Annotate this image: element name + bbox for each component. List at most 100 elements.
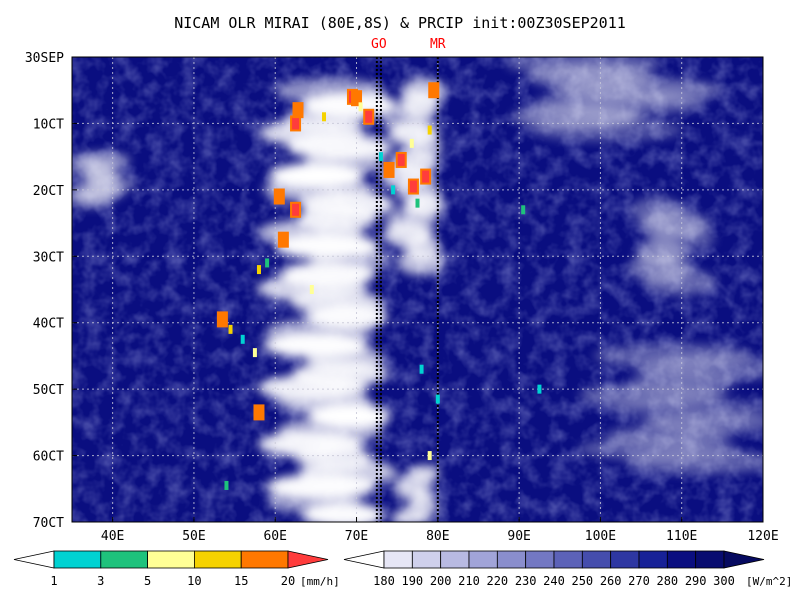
plot-frame bbox=[71, 56, 764, 523]
precip-cell-29 bbox=[419, 364, 424, 374]
olr-legend-box-4 bbox=[468, 550, 498, 569]
precip-cell-22 bbox=[218, 313, 226, 326]
olr-legend-label-12: 300 bbox=[713, 574, 735, 588]
precip-cell-16 bbox=[391, 185, 396, 195]
olr-legend-box-2 bbox=[411, 550, 442, 569]
olr-legend-box-11 bbox=[666, 550, 697, 569]
precip-legend-label-2: 5 bbox=[144, 574, 151, 588]
precip-cells bbox=[216, 82, 542, 490]
precip-cell-8 bbox=[385, 163, 393, 176]
y-tick-label-4: 40CT bbox=[33, 317, 64, 332]
y-tick-label-2: 20CT bbox=[33, 184, 64, 199]
chart-title: NICAM OLR MIRAI (80E,8S) & PRCIP init:00… bbox=[174, 14, 626, 32]
precip-cell-4 bbox=[353, 92, 361, 105]
olr-legend-box-8 bbox=[581, 550, 612, 569]
precip-cell-13 bbox=[427, 125, 432, 135]
precip-cell-5 bbox=[358, 102, 363, 112]
precip-cell-31 bbox=[537, 384, 542, 394]
precip-cell-2 bbox=[322, 112, 327, 122]
y-tick-label-6: 60CT bbox=[33, 450, 64, 465]
precip-legend-label-4: 15 bbox=[234, 574, 248, 588]
olr-legend-box-9 bbox=[610, 550, 640, 569]
precip-cell-6 bbox=[365, 110, 373, 123]
olr-legend-label-11: 290 bbox=[685, 574, 707, 588]
x-tick-label-3: 70E bbox=[345, 529, 368, 544]
precip-cell-7 bbox=[378, 152, 383, 162]
olr-legend-box-6 bbox=[525, 550, 555, 569]
marker-label-go: GO bbox=[371, 37, 387, 52]
olr-legend-units: [W/m^2] bbox=[746, 575, 792, 588]
precip-legend-cap-left bbox=[13, 550, 55, 569]
olr-legend-box-12 bbox=[695, 550, 725, 569]
precip-cell-32 bbox=[521, 205, 526, 215]
precip-colorbar: 1 3 5 10 15 20 [mm/h] bbox=[13, 550, 340, 588]
olr-legend-box-5 bbox=[496, 550, 527, 569]
cloud-band-4-blob-5 bbox=[529, 118, 684, 143]
x-axis: 40E 50E 60E 70E 80E 90E 100E 110E 120E bbox=[101, 517, 779, 544]
olr-legend-cap-left bbox=[343, 550, 385, 569]
olr-colorbar: 180 190 200 210 220 230 240 250 260 270 280 290 300 [… bbox=[343, 550, 792, 588]
y-tick-label-5: 50CT bbox=[33, 383, 64, 398]
precip-cell-23 bbox=[228, 324, 233, 334]
precip-cell-11 bbox=[409, 180, 417, 193]
olr-legend-label-7: 250 bbox=[571, 574, 593, 588]
grid-lines bbox=[72, 57, 763, 522]
station-marker-labels: GO MR bbox=[371, 37, 446, 52]
marker-label-mr: MR bbox=[430, 37, 446, 52]
precip-legend-box-4 bbox=[193, 550, 242, 569]
precip-cell-28 bbox=[224, 480, 229, 490]
precip-legend-box-1 bbox=[53, 550, 102, 569]
precip-cell-21 bbox=[256, 265, 261, 275]
cloud-band-6-blob-8 bbox=[626, 450, 763, 475]
precip-legend-box-3 bbox=[147, 550, 195, 569]
x-tick-label-5: 90E bbox=[507, 529, 530, 544]
precip-cell-18 bbox=[292, 203, 300, 216]
olr-legend-label-6: 240 bbox=[543, 574, 565, 588]
cloud-band-2-blob-5 bbox=[390, 509, 432, 522]
cloud-band-5-blob-5 bbox=[643, 269, 717, 296]
station-markers bbox=[375, 57, 439, 522]
olr-legend-label-3: 210 bbox=[458, 574, 480, 588]
y-tick-label-0: 30SEP bbox=[25, 51, 64, 66]
x-tick-label-7: 110E bbox=[666, 529, 697, 544]
precip-cell-0 bbox=[292, 117, 300, 130]
olr-legend-label-0: 180 bbox=[373, 574, 395, 588]
olr-legend-label-9: 270 bbox=[628, 574, 650, 588]
precip-cell-33 bbox=[427, 451, 432, 461]
olr-legend-box-3 bbox=[440, 550, 470, 569]
precip-legend-units: [mm/h] bbox=[300, 575, 340, 588]
olr-legend-label-4: 220 bbox=[486, 574, 508, 588]
olr-legend-label-10: 280 bbox=[656, 574, 678, 588]
y-tick-label-7: 70CT bbox=[33, 516, 64, 531]
x-tick-label-6: 100E bbox=[585, 529, 616, 544]
precip-cell-25 bbox=[252, 348, 257, 358]
x-tick-label-8: 120E bbox=[747, 529, 778, 544]
precip-cell-24 bbox=[240, 334, 245, 344]
olr-legend-label-5: 230 bbox=[515, 574, 537, 588]
olr-legend-label-1: 190 bbox=[401, 574, 423, 588]
cloud-bands bbox=[72, 57, 763, 522]
precip-legend-cap-right bbox=[287, 550, 329, 569]
y-axis: 30SEP 10CT 20CT 30CT 40CT 50CT 60CT 70CT bbox=[25, 51, 77, 531]
precip-cell-20 bbox=[265, 258, 270, 268]
olr-legend-cap-right bbox=[723, 550, 765, 569]
precip-legend-label-0: 1 bbox=[50, 574, 57, 588]
olr-legend-box-7 bbox=[553, 550, 583, 569]
precip-cell-1 bbox=[294, 104, 302, 117]
olr-legend-box-1 bbox=[383, 550, 413, 569]
cloud-band-3-blob-5 bbox=[72, 191, 114, 208]
precip-legend-label-5: 20 bbox=[281, 574, 295, 588]
precip-cell-17 bbox=[275, 190, 283, 203]
precip-cell-19 bbox=[279, 233, 287, 246]
precip-cell-12 bbox=[422, 170, 430, 183]
precip-cell-26 bbox=[309, 285, 314, 294]
precip-cell-14 bbox=[430, 84, 438, 97]
olr-legend-label-8: 260 bbox=[600, 574, 622, 588]
precip-legend-box-5 bbox=[240, 550, 289, 569]
precip-legend-label-1: 3 bbox=[97, 574, 104, 588]
olr-legend-box-10 bbox=[638, 550, 668, 569]
cloud-band-0-blob-30 bbox=[302, 502, 385, 522]
olr-legend-label-2: 200 bbox=[430, 574, 452, 588]
precip-cell-27 bbox=[255, 406, 263, 419]
